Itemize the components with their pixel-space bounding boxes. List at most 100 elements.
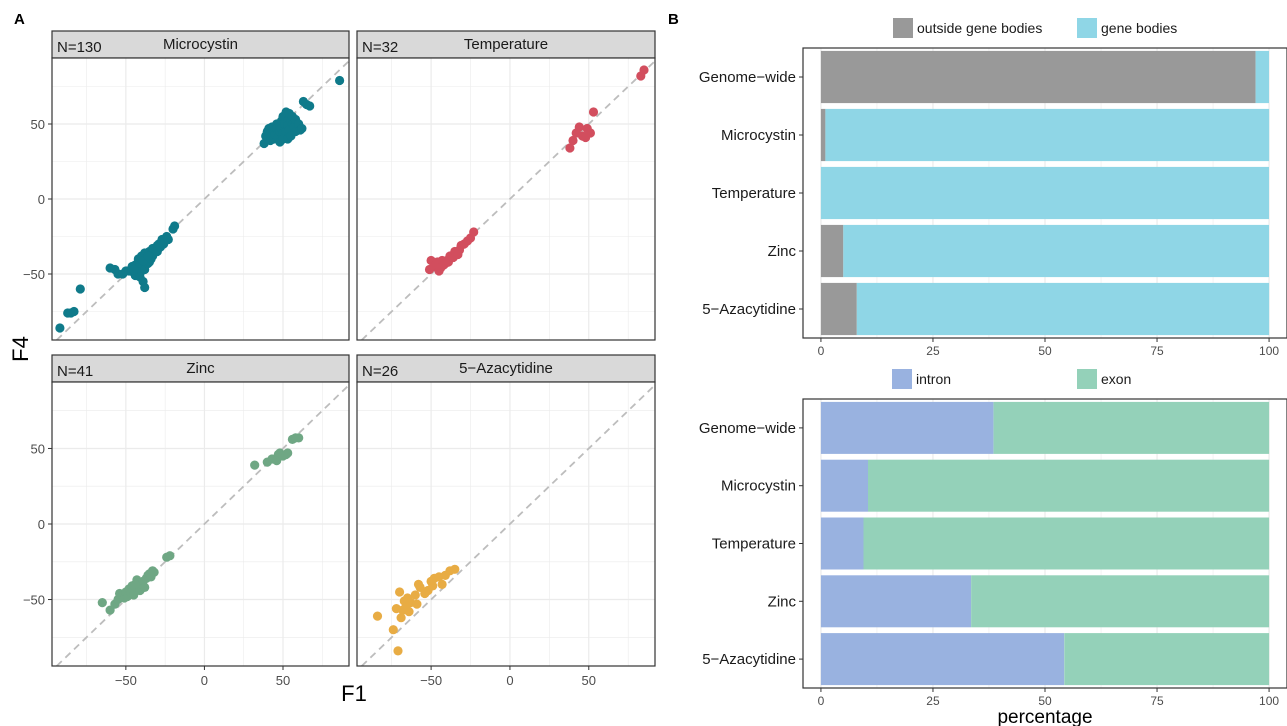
y-tick-label: 50 — [31, 117, 45, 132]
legend-label: exon — [1101, 371, 1131, 387]
data-point — [165, 551, 175, 561]
data-point — [163, 234, 173, 245]
data-point — [69, 306, 79, 317]
data-point — [129, 264, 139, 275]
x-tick-label: −50 — [420, 673, 442, 688]
data-point — [297, 123, 307, 134]
panel-a-label: A — [14, 11, 25, 28]
data-point — [294, 433, 304, 443]
x-tick-label: 0 — [201, 673, 208, 688]
legend-swatch — [892, 369, 912, 389]
facet-strip — [51, 30, 350, 59]
data-point — [97, 598, 107, 608]
data-point — [140, 282, 150, 293]
bar-exon — [993, 401, 1270, 454]
data-point — [404, 607, 414, 617]
bar-exon — [868, 459, 1270, 512]
x-tick-label: 0 — [818, 344, 825, 358]
x-tick-label: 0 — [818, 694, 825, 708]
x-tick-label: 25 — [926, 694, 940, 708]
legend-item-outside-gene-bodies: outside gene bodies — [893, 18, 1042, 38]
bar-outside-gene-bodies — [820, 50, 1256, 104]
data-point — [450, 564, 460, 574]
facet-title: Microcystin — [163, 36, 238, 53]
category-label: Zinc — [768, 243, 797, 260]
panel-b-intron-exon-bars: intron exon Genome−wide Microcystin Temperat… — [699, 369, 1287, 726]
category-label: Genome−wide — [699, 69, 796, 86]
facet-n-label: N=130 — [57, 39, 102, 56]
category-label: Microcystin — [721, 478, 796, 495]
data-point — [55, 323, 65, 333]
data-point — [130, 579, 140, 590]
panel-b-gene-body-bars: outside gene bodies gene bodies Genome−wid… — [699, 18, 1287, 358]
bar-intron — [820, 575, 971, 628]
legend-item-gene-bodies: gene bodies — [1077, 18, 1177, 38]
bar-gene-bodies — [1255, 50, 1269, 104]
data-point — [149, 567, 159, 577]
legend-label: outside gene bodies — [917, 20, 1042, 36]
data-point — [585, 128, 596, 138]
facet-n-label: N=32 — [362, 39, 398, 56]
category-label: Zinc — [768, 593, 797, 610]
data-point — [372, 611, 383, 621]
data-point — [305, 101, 315, 111]
data-point — [565, 143, 575, 153]
y-tick-label: −50 — [23, 593, 45, 608]
x-tick-label: 50 — [276, 673, 290, 688]
facet-title: 5−Azacytidine — [459, 360, 553, 377]
bar-intron — [820, 401, 994, 454]
x-tick-label: 25 — [926, 344, 940, 358]
facet-microcystin: Microcystin N=130 −50 0 50 — [23, 30, 350, 341]
bar-outside-gene-bodies — [820, 108, 826, 162]
bar-gene-bodies — [843, 224, 1269, 278]
legend-swatch — [1077, 369, 1097, 389]
identity-line — [56, 60, 350, 341]
x-tick-label: −50 — [115, 673, 137, 688]
panel-b-label: B — [668, 11, 679, 28]
bar-outside-gene-bodies — [820, 224, 844, 278]
facet-title: Temperature — [464, 36, 548, 53]
bar-gene-bodies — [856, 282, 1270, 336]
facet-border — [356, 381, 656, 667]
category-label: 5−Azacytidine — [702, 651, 796, 668]
data-point — [170, 221, 180, 231]
bar-intron — [820, 633, 1065, 686]
panel-a-faceted-scatter: Microcystin N=130 −50 0 50 Temperature N=32 Zin… — [8, 30, 656, 706]
y-tick-label: −50 — [23, 267, 45, 282]
data-point — [469, 227, 479, 237]
bar-intron — [820, 517, 864, 570]
data-point — [335, 75, 345, 86]
bar-outside-gene-bodies — [820, 282, 857, 336]
identity-line — [361, 384, 656, 667]
data-point — [286, 131, 296, 141]
facet-strip — [356, 354, 656, 383]
category-label: Genome−wide — [699, 420, 796, 437]
category-label: 5−Azacytidine — [702, 301, 796, 318]
x-tick-label: 75 — [1150, 344, 1164, 358]
facet-5-azacytidine: 5−Azacytidine N=26 −50 0 50 — [356, 354, 656, 688]
data-point — [395, 587, 405, 597]
x-tick-label: 75 — [1150, 694, 1164, 708]
legend-item-exon: exon — [1077, 369, 1131, 389]
data-point — [574, 122, 584, 132]
x-axis-title: F1 — [341, 681, 367, 706]
facet-zinc: Zinc N=41 −50 0 50 −50 0 50 — [23, 354, 350, 688]
x-tick-label: 50 — [1038, 344, 1052, 358]
bar-intron — [820, 459, 868, 512]
y-tick-label: 50 — [31, 441, 45, 456]
y-axis-title: F4 — [8, 336, 33, 362]
data-point — [428, 581, 438, 591]
x-tick-label: 50 — [1038, 694, 1052, 708]
data-point — [588, 107, 599, 117]
data-point — [437, 579, 447, 590]
bar-gene-bodies — [825, 108, 1270, 162]
bar-gene-bodies — [820, 166, 1269, 220]
data-point — [388, 625, 398, 635]
bar-exon — [971, 575, 1270, 628]
bar-exon — [1064, 633, 1270, 686]
legend-item-intron: intron — [892, 369, 951, 389]
y-tick-label: 0 — [38, 192, 45, 207]
data-point — [283, 448, 293, 458]
facet-border — [356, 57, 656, 341]
